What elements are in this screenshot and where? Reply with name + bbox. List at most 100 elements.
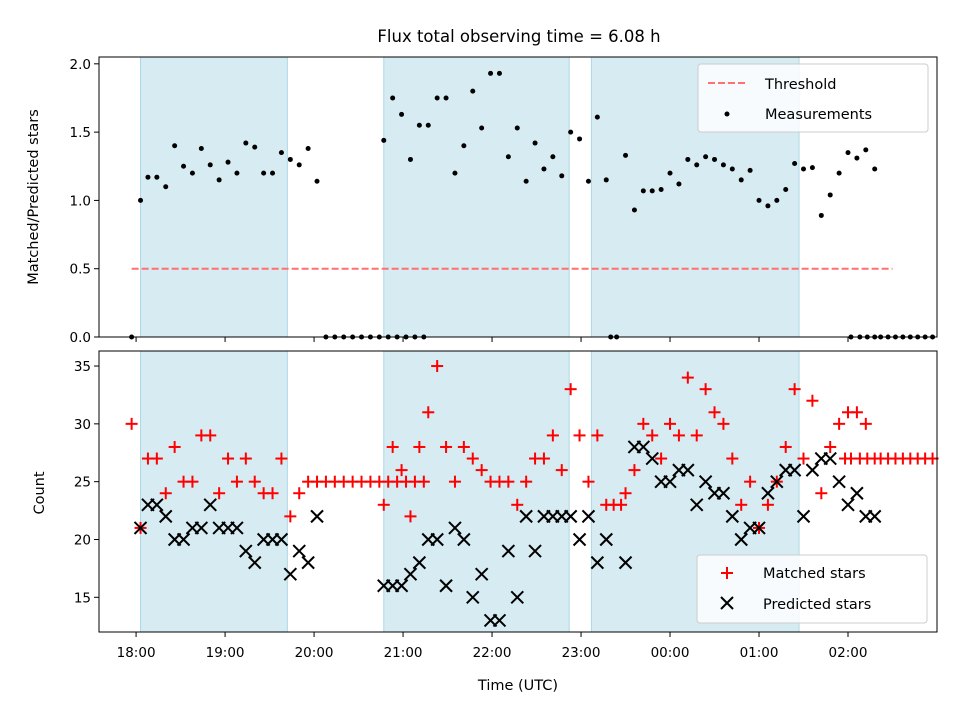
- predicted-star-point: [770, 474, 784, 489]
- measurement-point: [809, 165, 815, 171]
- measurement-point: [261, 170, 267, 176]
- predicted-star-point: [645, 451, 659, 466]
- predicted-star-point: [310, 509, 324, 524]
- measurement-point: [488, 70, 494, 76]
- predicted-star-point: [618, 555, 633, 570]
- predicted-star-point: [403, 567, 418, 581]
- measurement-point: [381, 137, 387, 143]
- measurement-point: [863, 147, 869, 153]
- matched-star-point: [815, 487, 828, 500]
- predicted-star-point: [832, 474, 846, 489]
- predicted-star-point: [474, 567, 489, 581]
- measurement-point: [667, 170, 673, 176]
- matched-star-point: [377, 498, 390, 511]
- xtick-label: 18:00: [117, 645, 156, 661]
- measurement-point: [470, 88, 476, 94]
- matched-star-point: [511, 498, 524, 511]
- top-axes-frame: [98, 56, 938, 338]
- measurement-point: [189, 170, 195, 176]
- predicted-star-point: [150, 498, 164, 512]
- xtick-label: 00:00: [651, 645, 690, 661]
- matched-star-point: [582, 475, 595, 488]
- bottom-panel: 15 20 25 30 35 18:00 19:00 20:00 21:00 22:00 23:00…: [32, 350, 939, 694]
- measurement-point: [756, 197, 762, 203]
- measurement-point: [416, 122, 422, 128]
- matched-star-point: [222, 452, 235, 465]
- predicted-star-point: [439, 579, 453, 593]
- matched-star-point: [824, 440, 837, 453]
- predicted-star-point: [761, 486, 775, 500]
- measurement-point: [792, 161, 798, 167]
- xtick-label: 21:00: [384, 645, 423, 661]
- matched-star-point: [537, 452, 550, 465]
- legend-predicted-label: Predicted stars: [763, 597, 871, 613]
- measurement-point: [243, 140, 249, 146]
- predicted-star-point: [690, 498, 704, 512]
- measurement-point: [270, 170, 276, 176]
- predicted-star-point: [796, 509, 811, 524]
- matched-star-point: [186, 475, 199, 488]
- bottom-legend: Matched stars Predicted stars: [696, 554, 928, 624]
- matched-star-point: [615, 498, 628, 511]
- bottom-xlabel: Time (UTC): [477, 678, 558, 694]
- measurement-point: [594, 114, 600, 120]
- matched-star-point: [466, 452, 479, 465]
- measurement-point: [390, 95, 396, 101]
- measurement-point: [154, 174, 160, 180]
- matched-star-point: [404, 510, 417, 523]
- measurement-point: [443, 95, 449, 101]
- measurement-point: [514, 125, 520, 131]
- matched-star-point: [413, 440, 426, 453]
- measurement-point: [296, 162, 302, 168]
- predicted-star-point: [841, 498, 855, 512]
- matched-star-point: [422, 406, 435, 419]
- matched-star-point: [125, 417, 138, 430]
- matched-star-point: [275, 452, 288, 465]
- measurement-point: [801, 166, 807, 172]
- measurement-point: [425, 122, 431, 128]
- measurement-point: [550, 154, 556, 160]
- top-measurement-points: [129, 70, 936, 340]
- legend-threshold-label: Threshold: [764, 77, 836, 93]
- matched-star-point: [457, 440, 470, 453]
- bottom-ytick-label: 25: [74, 475, 91, 491]
- xtick-label: 22:00: [473, 645, 512, 661]
- matched-star-point: [248, 475, 261, 488]
- top-panel: 0.00.51.01.52.0 Matched/Predicted stars …: [26, 56, 938, 346]
- predicted-star-point: [867, 509, 882, 524]
- matched-star-point: [168, 440, 181, 453]
- predicted-star-point: [133, 521, 148, 535]
- bottom-axes-frame: [98, 350, 938, 633]
- measurement-point: [845, 150, 851, 156]
- matched-star-point: [564, 383, 577, 396]
- measurement-point: [738, 177, 744, 183]
- predicted-star-point: [519, 509, 533, 524]
- measurement-point: [603, 177, 609, 183]
- measurement-point: [287, 156, 293, 162]
- predicted-star-point: [457, 532, 471, 547]
- predicted-star-point: [274, 532, 289, 547]
- measurement-point: [523, 178, 529, 184]
- matched-star-point: [386, 440, 399, 453]
- matched-star-point: [502, 475, 515, 488]
- chart-title: Flux total observing time = 6.08 h: [377, 27, 660, 46]
- measurement-point: [585, 178, 591, 184]
- predicted-star-point: [823, 451, 837, 466]
- top-ytick-label: 1.5: [70, 125, 91, 141]
- matched-star-point: [717, 417, 730, 430]
- top-ytick-label: 0.5: [70, 262, 91, 278]
- predicted-star-point: [448, 521, 462, 535]
- measurement-point: [278, 150, 284, 156]
- measurement-point: [676, 181, 682, 187]
- measurement-point: [712, 156, 718, 162]
- top-legend: Threshold Measurements: [697, 63, 929, 133]
- matched-star-point: [655, 452, 668, 465]
- matched-star-point: [213, 487, 226, 500]
- measurement-point: [703, 154, 709, 160]
- measurement-point: [872, 166, 878, 172]
- measurement-point: [314, 178, 320, 184]
- predicted-star-point: [663, 474, 677, 489]
- matched-star-point: [159, 487, 172, 500]
- matched-star-point: [239, 452, 252, 465]
- measurement-point: [479, 125, 485, 131]
